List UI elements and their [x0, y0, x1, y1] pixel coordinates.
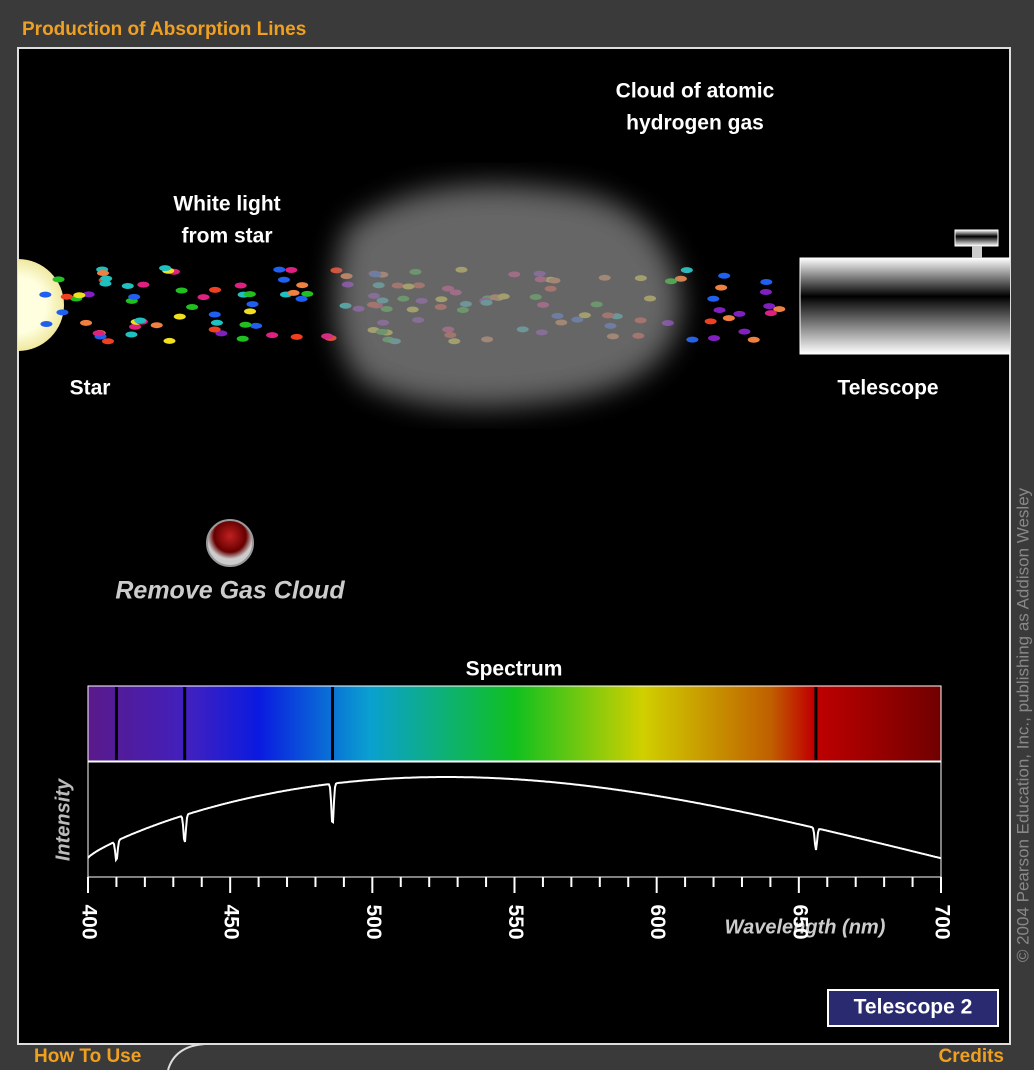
particle	[209, 311, 221, 317]
light-label: White light	[173, 193, 280, 216]
particle	[748, 337, 760, 343]
particle	[705, 318, 717, 324]
particle	[102, 338, 114, 344]
x-tick-label: 700	[930, 904, 953, 939]
particle	[278, 277, 290, 283]
app-title: Production of Absorption Lines	[22, 19, 306, 40]
particle	[273, 267, 285, 273]
particle	[765, 310, 777, 316]
gas-cloud	[335, 185, 680, 407]
particle	[61, 294, 73, 300]
particle	[176, 287, 188, 293]
spectrum-title: Spectrum	[466, 658, 563, 681]
x-tick-label: 650	[788, 904, 811, 939]
particle	[244, 291, 256, 297]
particle	[39, 292, 51, 298]
particle	[296, 296, 308, 302]
particle	[285, 267, 297, 273]
telescope-label: Telescope	[837, 377, 938, 400]
particle	[100, 275, 112, 281]
particle	[99, 281, 111, 287]
particle	[715, 285, 727, 291]
particle	[246, 301, 258, 307]
page: Production of Absorption Lines Cloud of …	[0, 0, 1034, 1070]
credits[interactable]: Credits	[939, 1046, 1004, 1067]
particle	[163, 338, 175, 344]
particle	[291, 334, 303, 340]
particle	[198, 294, 210, 300]
particle	[211, 320, 223, 326]
particle	[209, 287, 221, 293]
eyepiece-stem	[972, 246, 982, 258]
particle	[53, 276, 65, 282]
telescope	[800, 258, 1015, 354]
cloud-label: Cloud of atomic	[616, 80, 775, 103]
star-label: Star	[70, 377, 111, 400]
particle	[760, 289, 772, 295]
app: Production of Absorption Lines Cloud of …	[0, 0, 1034, 1070]
copyright: © 2004 Pearson Education, Inc., publishi…	[1013, 487, 1032, 962]
particle	[681, 267, 693, 273]
particle	[707, 296, 719, 302]
telescope-button-label[interactable]: Telescope 2	[854, 996, 973, 1019]
particle	[40, 321, 52, 327]
particle	[738, 329, 750, 335]
particle	[760, 279, 772, 285]
particle	[97, 270, 109, 276]
particle	[718, 273, 730, 279]
particle	[237, 336, 249, 342]
particle	[151, 322, 163, 328]
particle	[80, 320, 92, 326]
spectrum-bar	[88, 686, 941, 761]
eyepiece	[955, 230, 998, 246]
particle	[56, 309, 68, 315]
how-to-use[interactable]: How To Use	[34, 1046, 141, 1067]
particle	[250, 323, 262, 329]
particle	[266, 332, 278, 338]
particle	[321, 333, 333, 339]
particle	[733, 311, 745, 317]
particle	[93, 330, 105, 336]
particle	[186, 304, 198, 310]
particle	[125, 332, 137, 338]
particle	[235, 283, 247, 289]
particle	[296, 282, 308, 288]
particle	[686, 337, 698, 343]
particle	[159, 265, 171, 271]
particle	[708, 335, 720, 341]
light-label: from star	[181, 225, 272, 248]
y-axis-label: Intensity	[52, 778, 74, 861]
cloud-label: hydrogen gas	[626, 112, 764, 135]
particle	[174, 314, 186, 320]
particle	[714, 307, 726, 313]
x-tick-label: 500	[362, 904, 385, 939]
particle	[134, 317, 146, 323]
x-tick-label: 400	[77, 904, 100, 939]
particle	[128, 294, 140, 300]
particle	[122, 283, 134, 289]
particle	[209, 326, 221, 332]
particle	[239, 322, 251, 328]
particle	[723, 315, 735, 321]
x-tick-label: 600	[646, 904, 669, 939]
button-label[interactable]: Remove Gas Cloud	[115, 577, 345, 605]
particle	[288, 290, 300, 296]
x-tick-label: 450	[220, 904, 243, 939]
particle	[73, 292, 85, 298]
button-knob[interactable]	[207, 520, 253, 566]
particle	[137, 282, 149, 288]
particle	[244, 308, 256, 314]
telescope-switch[interactable]: Telescope 2	[828, 990, 998, 1026]
particle	[763, 303, 775, 309]
x-tick-label: 550	[504, 904, 527, 939]
